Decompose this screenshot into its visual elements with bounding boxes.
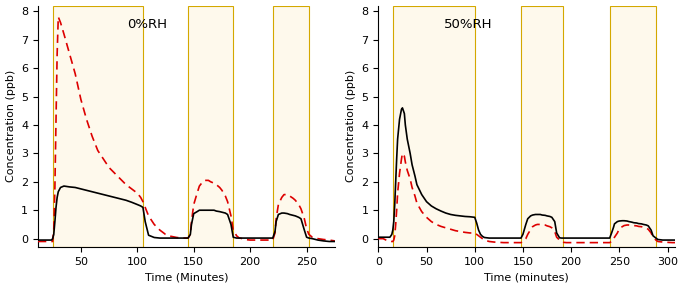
Bar	[610, 5, 656, 247]
Bar	[393, 5, 475, 247]
Bar	[273, 5, 309, 247]
Bar	[188, 5, 233, 247]
X-axis label: Time (minutes): Time (minutes)	[484, 272, 569, 283]
Y-axis label: Concentration (ppb): Concentration (ppb)	[5, 70, 16, 183]
Bar	[521, 5, 563, 247]
Bar	[53, 5, 143, 247]
Text: 0%RH: 0%RH	[127, 18, 167, 31]
Text: 50%RH: 50%RH	[444, 18, 492, 31]
X-axis label: Time (Minutes): Time (Minutes)	[145, 272, 228, 283]
Y-axis label: Concentration (ppb): Concentration (ppb)	[346, 70, 356, 183]
